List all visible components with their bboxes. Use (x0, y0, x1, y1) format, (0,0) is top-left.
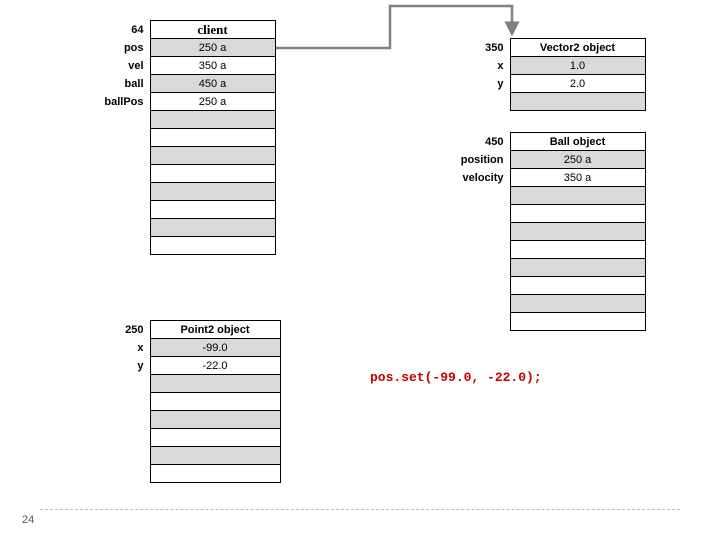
client-row-value (150, 219, 275, 237)
ball-row-value (510, 187, 645, 205)
client-row-label: ballPos (80, 93, 150, 111)
vector2-address: 350 (440, 39, 510, 57)
point2-row-value (150, 393, 280, 411)
ball-title: Ball object (510, 133, 645, 151)
vector2-row-value (510, 93, 645, 111)
ball-row-label (440, 313, 510, 331)
ball-table: 450Ball objectposition250 avelocity350 a (440, 132, 646, 331)
ball-row-label (440, 187, 510, 205)
client-row-value: 250 a (150, 39, 275, 57)
vector2-row-label: x (440, 57, 510, 75)
point2-row-label (95, 375, 150, 393)
client-table: 64clientpos250 avel350 aball450 aballPos… (80, 20, 276, 255)
client-row-label (80, 165, 150, 183)
client-row-label (80, 201, 150, 219)
ball-row-label (440, 295, 510, 313)
vector2-title: Vector2 object (510, 39, 645, 57)
vector2-row-label: y (440, 75, 510, 93)
point2-row-label (95, 429, 150, 447)
ball-row-value (510, 205, 645, 223)
ball-row-label: position (440, 151, 510, 169)
point2-row-label (95, 411, 150, 429)
ball-row-value (510, 223, 645, 241)
client-row-label (80, 237, 150, 255)
client-row-value (150, 147, 275, 165)
page-number: 24 (22, 514, 34, 526)
point2-row-value (150, 375, 280, 393)
point2-table: 250Point2 objectx-99.0y-22.0 (95, 320, 281, 483)
point2-address: 250 (95, 321, 150, 339)
point2-title: Point2 object (150, 321, 280, 339)
client-row-label (80, 183, 150, 201)
point2-row-value (150, 447, 280, 465)
client-row-value: 450 a (150, 75, 275, 93)
ball-row-value (510, 259, 645, 277)
ball-row-label (440, 241, 510, 259)
point2-row-value (150, 411, 280, 429)
client-row-value (150, 237, 275, 255)
client-row-value (150, 129, 275, 147)
point2-row-value (150, 465, 280, 483)
client-row-label (80, 129, 150, 147)
point2-row-value: -22.0 (150, 357, 280, 375)
ball-row-label (440, 277, 510, 295)
client-row-label (80, 219, 150, 237)
code-snippet: pos.set(-99.0, -22.0); (370, 370, 542, 385)
client-row-value (150, 165, 275, 183)
client-row-label: ball (80, 75, 150, 93)
ball-row-value (510, 295, 645, 313)
point2-row-label: x (95, 339, 150, 357)
vector2-row-value: 1.0 (510, 57, 645, 75)
footer-divider (40, 509, 680, 510)
client-row-value (150, 183, 275, 201)
ball-row-value (510, 241, 645, 259)
ball-row-label: velocity (440, 169, 510, 187)
ball-row-label (440, 259, 510, 277)
client-address: 64 (80, 21, 150, 39)
client-row-label (80, 147, 150, 165)
ball-row-value: 350 a (510, 169, 645, 187)
point2-row-value: -99.0 (150, 339, 280, 357)
ball-row-label (440, 205, 510, 223)
point2-row-label: y (95, 357, 150, 375)
client-row-label: pos (80, 39, 150, 57)
ball-row-value (510, 313, 645, 331)
client-row-label: vel (80, 57, 150, 75)
ball-row-value (510, 277, 645, 295)
point2-row-label (95, 393, 150, 411)
client-row-value: 350 a (150, 57, 275, 75)
client-row-value (150, 111, 275, 129)
client-row-value (150, 201, 275, 219)
vector2-row-label (440, 93, 510, 111)
point2-row-label (95, 447, 150, 465)
client-title: client (150, 21, 275, 39)
vector2-row-value: 2.0 (510, 75, 645, 93)
point2-row-label (95, 465, 150, 483)
ball-row-value: 250 a (510, 151, 645, 169)
client-row-value: 250 a (150, 93, 275, 111)
point2-row-value (150, 429, 280, 447)
vector2-table: 350Vector2 objectx1.0y2.0 (440, 38, 646, 111)
client-row-label (80, 111, 150, 129)
ball-address: 450 (440, 133, 510, 151)
ball-row-label (440, 223, 510, 241)
